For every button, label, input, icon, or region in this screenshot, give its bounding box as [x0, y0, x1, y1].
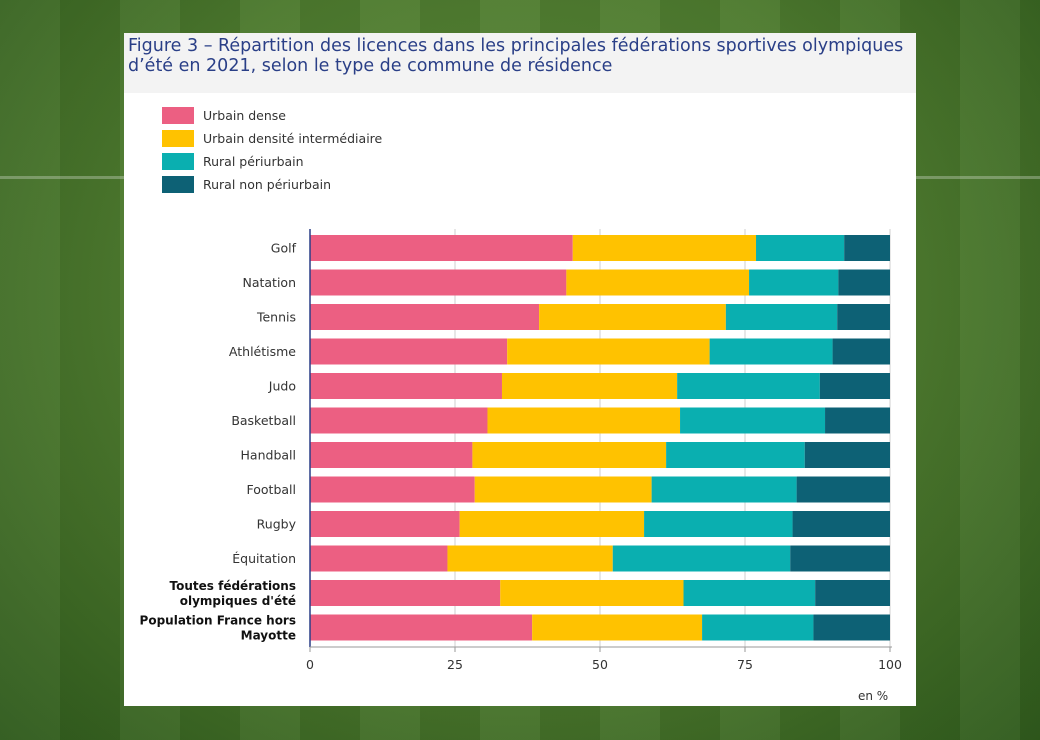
bar-1-11 [310, 580, 501, 606]
x-axis-unit-label: en % [858, 689, 889, 703]
bar-2-3 [539, 304, 726, 330]
chart-title: Figure 3 – Répartition des licences dans… [128, 36, 904, 76]
bar-3-4 [709, 338, 833, 365]
bar-2-1 [572, 235, 757, 261]
figure-card: Figure 3 – Répartition des licences dans… [124, 33, 916, 706]
bar-2-2 [566, 269, 750, 296]
bar-2-10 [447, 545, 613, 572]
category-label: Natation [242, 275, 296, 290]
field-line [916, 176, 1040, 179]
x-tick-label: 25 [447, 657, 463, 672]
bar-1-6 [310, 407, 488, 434]
category-label: Athlétisme [229, 344, 296, 359]
legend-swatch [162, 130, 194, 147]
bar-4-11 [815, 580, 890, 606]
title-bar: Figure 3 – Répartition des licences dans… [124, 33, 916, 93]
bar-4-4 [832, 338, 890, 365]
field-line [0, 176, 124, 179]
bar-1-8 [310, 476, 475, 503]
bar-3-11 [683, 580, 816, 606]
category-label: Handball [241, 448, 296, 463]
category-label: Golf [271, 241, 297, 256]
bar-3-9 [644, 511, 793, 537]
x-tick-label: 75 [737, 657, 753, 672]
bar-1-2 [310, 269, 567, 296]
bar-3-12 [702, 614, 814, 641]
bar-2-5 [501, 373, 678, 399]
x-tick-label: 100 [878, 657, 902, 672]
legend-swatch [162, 153, 194, 170]
bar-3-8 [651, 476, 797, 503]
bar-4-12 [813, 614, 890, 641]
bar-1-5 [310, 373, 502, 399]
bar-1-9 [310, 511, 460, 537]
legend-swatch [162, 107, 194, 124]
bar-1-12 [310, 614, 533, 641]
category-label: Équitation [232, 551, 296, 566]
bar-4-2 [838, 269, 890, 296]
bar-1-4 [310, 338, 508, 365]
bar-4-5 [819, 373, 890, 399]
category-label: Football [247, 482, 296, 497]
category-label: Population France hors Mayotte [140, 614, 296, 643]
bar-2-9 [459, 511, 645, 537]
bar-4-7 [804, 442, 890, 468]
bar-2-4 [507, 338, 710, 365]
category-label: Judo [268, 379, 296, 394]
bar-4-1 [844, 235, 890, 261]
bar-1-7 [310, 442, 473, 468]
bar-3-1 [756, 235, 845, 261]
category-label: Basketball [231, 413, 296, 428]
bar-3-5 [677, 373, 820, 399]
bar-2-8 [474, 476, 652, 503]
legend-label: Rural non périurbain [203, 177, 332, 192]
category-label: Toutes fédérations olympiques d'été [170, 579, 296, 608]
bar-3-2 [749, 269, 839, 296]
bar-4-8 [796, 476, 890, 503]
stacked-bar-chart: Golf Natation Tennis Athlétisme Judo Basketba… [140, 229, 902, 672]
bar-1-1 [310, 235, 573, 261]
category-label: Tennis [256, 310, 296, 325]
x-tick-label: 0 [306, 657, 314, 672]
legend-label: Urbain densité intermédiaire [203, 131, 383, 146]
bar-2-11 [500, 580, 684, 606]
bar-4-10 [790, 545, 890, 572]
bar-4-9 [792, 511, 890, 537]
bar-3-6 [680, 407, 826, 434]
bar-3-7 [666, 442, 805, 468]
bar-2-12 [532, 614, 703, 641]
bar-4-6 [825, 407, 890, 434]
bar-4-3 [837, 304, 890, 330]
category-label: Rugby [257, 517, 297, 532]
bar-1-3 [310, 304, 540, 330]
legend-label: Rural périurbain [203, 154, 304, 169]
x-tick-label: 50 [592, 657, 608, 672]
legend-swatch [162, 176, 194, 193]
bar-1-10 [310, 545, 448, 572]
bar-3-10 [612, 545, 791, 572]
legend-label: Urbain dense [203, 108, 287, 123]
bar-2-7 [472, 442, 667, 468]
bar-2-6 [487, 407, 681, 434]
bar-3-3 [725, 304, 838, 330]
